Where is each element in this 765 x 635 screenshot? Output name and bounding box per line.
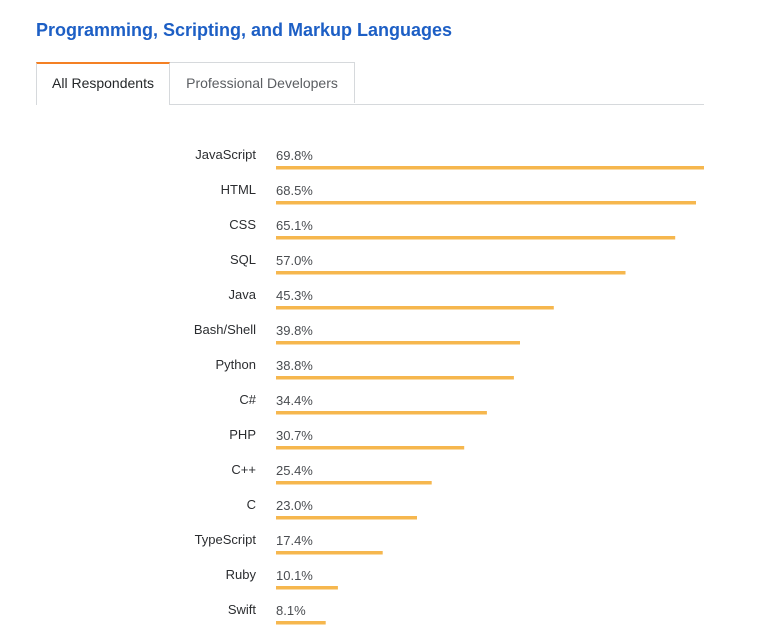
category-label: Python [216,357,256,372]
category-label: Ruby [226,567,257,582]
bar [276,341,520,345]
tab-all-respondents[interactable]: All Respondents [36,62,170,105]
category-label: C++ [231,462,256,477]
value-label: 25.4% [276,463,313,478]
bar [276,481,432,485]
value-label: 23.0% [276,498,313,513]
category-label: JavaScript [195,147,256,162]
category-label: PHP [229,427,256,442]
bar [276,551,383,555]
tab-bar: All Respondents Professional Developers [36,62,704,105]
value-label: 34.4% [276,393,313,408]
page-title: Programming, Scripting, and Markup Langu… [36,20,453,40]
bar [276,236,676,240]
value-label: 8.1% [276,603,306,618]
bar [276,621,326,625]
category-label: C# [239,392,256,407]
category-label: Swift [228,602,257,617]
bar [276,201,696,205]
category-label: TypeScript [195,532,257,547]
value-label: 68.5% [276,183,313,198]
bar [276,271,626,275]
bar [276,166,704,170]
value-label: 38.8% [276,358,313,373]
bar [276,516,417,520]
value-label: 17.4% [276,533,313,548]
tab-professional-developers[interactable]: Professional Developers [170,62,355,103]
category-label: CSS [229,217,256,232]
value-label: 45.3% [276,288,313,303]
value-label: 30.7% [276,428,313,443]
value-label: 65.1% [276,218,313,233]
value-label: 39.8% [276,323,313,338]
bar [276,446,465,450]
category-label: Java [229,287,257,302]
bar [276,411,487,415]
value-label: 10.1% [276,568,313,583]
bar [276,586,338,590]
category-label: SQL [230,252,256,267]
value-label: 57.0% [276,253,313,268]
category-label: HTML [221,182,256,197]
category-label: Bash/Shell [194,322,256,337]
bar [276,376,514,380]
value-label: 69.8% [276,148,313,163]
bar [276,306,554,310]
category-label: C [247,497,256,512]
